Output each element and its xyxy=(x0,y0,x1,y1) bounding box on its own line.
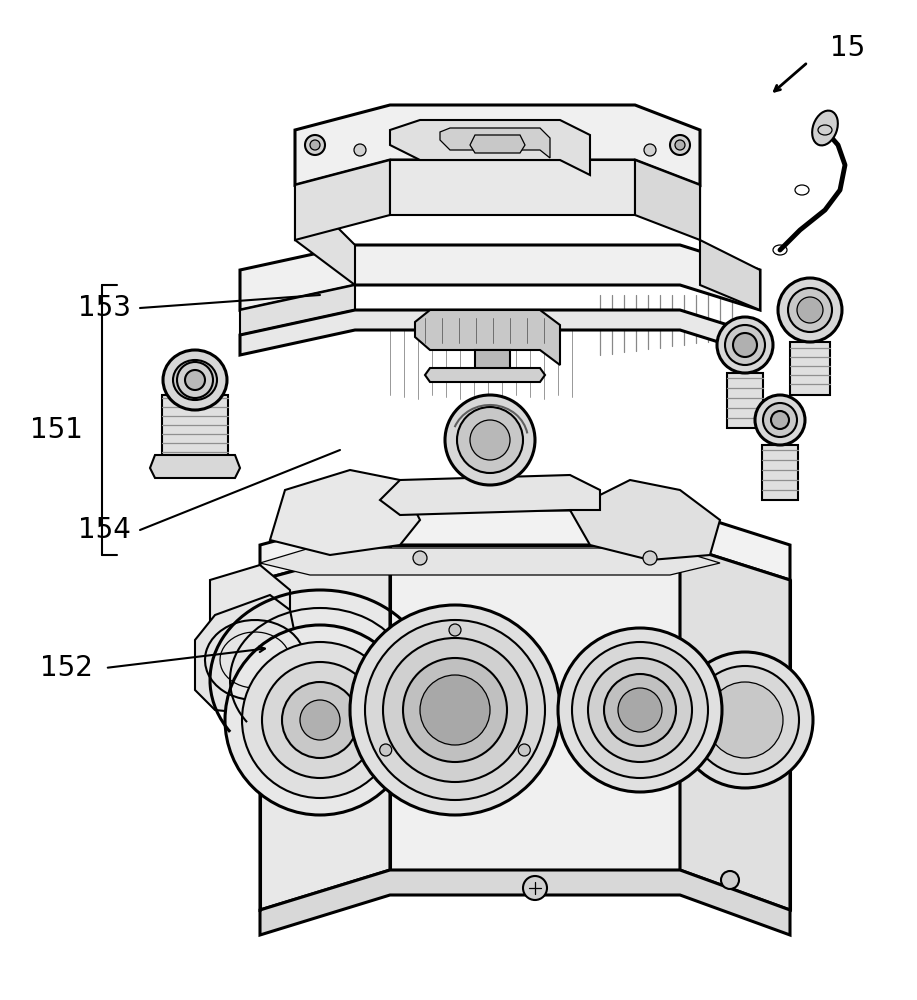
Circle shape xyxy=(588,658,692,762)
Circle shape xyxy=(721,871,739,889)
Text: 15: 15 xyxy=(830,34,866,62)
Circle shape xyxy=(305,135,325,155)
Polygon shape xyxy=(390,160,635,215)
Circle shape xyxy=(470,420,510,460)
Ellipse shape xyxy=(173,360,217,400)
Polygon shape xyxy=(635,160,700,240)
Polygon shape xyxy=(295,185,355,285)
Circle shape xyxy=(383,638,527,782)
Text: 153: 153 xyxy=(78,294,131,322)
Polygon shape xyxy=(700,185,760,310)
Polygon shape xyxy=(470,135,525,153)
Circle shape xyxy=(618,688,662,732)
Circle shape xyxy=(675,140,685,150)
Polygon shape xyxy=(727,373,763,428)
Circle shape xyxy=(354,144,366,156)
Circle shape xyxy=(755,395,805,445)
Ellipse shape xyxy=(163,350,227,410)
Circle shape xyxy=(707,682,783,758)
Circle shape xyxy=(242,642,398,798)
Polygon shape xyxy=(415,310,560,365)
Polygon shape xyxy=(210,565,290,660)
Polygon shape xyxy=(295,105,700,185)
Polygon shape xyxy=(260,548,720,575)
Ellipse shape xyxy=(812,111,838,145)
Polygon shape xyxy=(440,128,550,158)
Circle shape xyxy=(300,700,340,740)
Polygon shape xyxy=(390,120,590,175)
Circle shape xyxy=(282,682,358,758)
Circle shape xyxy=(185,370,205,390)
Circle shape xyxy=(449,624,461,636)
Polygon shape xyxy=(260,545,390,910)
Circle shape xyxy=(403,658,507,762)
Polygon shape xyxy=(240,310,760,355)
Polygon shape xyxy=(475,350,510,372)
Circle shape xyxy=(310,140,320,150)
Circle shape xyxy=(572,642,708,778)
Circle shape xyxy=(677,652,813,788)
Circle shape xyxy=(262,662,378,778)
Circle shape xyxy=(518,744,530,756)
Circle shape xyxy=(167,352,223,408)
Polygon shape xyxy=(790,342,830,395)
Circle shape xyxy=(725,325,765,365)
Circle shape xyxy=(380,744,392,756)
Polygon shape xyxy=(195,595,300,715)
Polygon shape xyxy=(390,545,680,870)
Polygon shape xyxy=(240,285,355,335)
Circle shape xyxy=(558,628,722,792)
Circle shape xyxy=(420,675,490,745)
Circle shape xyxy=(604,674,676,746)
Polygon shape xyxy=(680,545,790,910)
Circle shape xyxy=(788,288,832,332)
Polygon shape xyxy=(150,455,240,478)
Circle shape xyxy=(717,317,773,373)
Circle shape xyxy=(778,278,842,342)
Circle shape xyxy=(225,625,415,815)
Polygon shape xyxy=(570,480,720,560)
Circle shape xyxy=(670,135,690,155)
Text: 151: 151 xyxy=(30,416,83,444)
Polygon shape xyxy=(162,395,228,460)
Text: 154: 154 xyxy=(78,516,131,544)
Circle shape xyxy=(350,605,560,815)
Circle shape xyxy=(523,876,547,900)
Polygon shape xyxy=(425,368,545,382)
Circle shape xyxy=(691,666,799,774)
Polygon shape xyxy=(240,245,760,310)
Polygon shape xyxy=(295,160,390,240)
Circle shape xyxy=(733,333,757,357)
Circle shape xyxy=(445,395,535,485)
Circle shape xyxy=(457,407,523,473)
Polygon shape xyxy=(260,510,790,580)
Polygon shape xyxy=(762,445,798,500)
Polygon shape xyxy=(260,870,790,935)
Circle shape xyxy=(763,403,797,437)
Polygon shape xyxy=(380,475,600,515)
Circle shape xyxy=(365,620,545,800)
Text: 152: 152 xyxy=(40,654,93,682)
Circle shape xyxy=(644,144,656,156)
Circle shape xyxy=(643,551,657,565)
Circle shape xyxy=(177,362,213,398)
Polygon shape xyxy=(270,470,420,555)
Circle shape xyxy=(413,551,427,565)
Circle shape xyxy=(797,297,823,323)
Circle shape xyxy=(771,411,789,429)
